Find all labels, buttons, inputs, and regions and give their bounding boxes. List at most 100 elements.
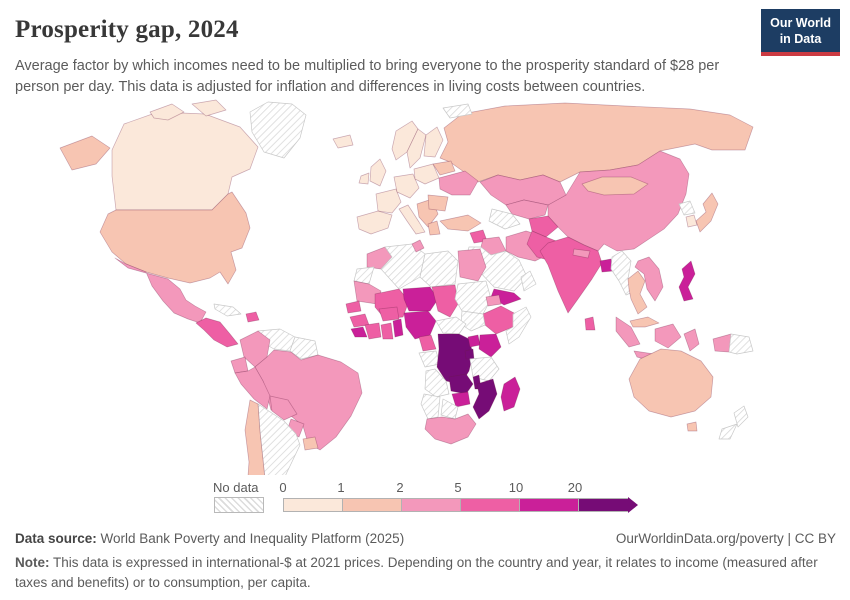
country-south-africa[interactable] <box>424 413 477 445</box>
country-finland[interactable] <box>423 126 444 158</box>
world-map <box>59 99 754 475</box>
legend-bin-5-10[interactable] <box>460 498 520 512</box>
country-afghanistan[interactable] <box>528 215 559 238</box>
country-libya[interactable] <box>419 250 459 288</box>
country-sweden[interactable] <box>406 128 427 169</box>
country-uruguay[interactable] <box>302 436 319 451</box>
country-nepal[interactable] <box>572 248 591 259</box>
legend-bin-2-5[interactable] <box>401 498 461 512</box>
country-cote-divoire[interactable] <box>364 322 382 340</box>
country-australia[interactable] <box>628 348 714 418</box>
country-thailand[interactable] <box>627 270 648 315</box>
country-togo-benin[interactable] <box>392 318 404 338</box>
country-belarus[interactable] <box>432 160 456 176</box>
country-poland[interactable] <box>413 163 440 185</box>
country-alaska[interactable] <box>59 135 111 171</box>
legend-no-data-swatch[interactable] <box>214 497 264 513</box>
country-ukraine[interactable] <box>438 170 479 196</box>
country-zambia[interactable] <box>448 373 474 395</box>
country-egypt[interactable] <box>457 248 487 282</box>
country-sumatra[interactable] <box>615 316 641 348</box>
country-tanzania[interactable] <box>469 356 500 382</box>
country-svalbard[interactable] <box>442 103 473 119</box>
country-papua-new-guinea[interactable] <box>728 333 754 355</box>
owid-logo-line1: Our World <box>770 16 831 30</box>
country-canada-arctic[interactable] <box>191 99 227 117</box>
country-uk[interactable] <box>369 158 387 187</box>
country-canada[interactable] <box>111 111 259 211</box>
country-greenland[interactable] <box>249 101 307 159</box>
country-north-korea[interactable] <box>678 200 696 216</box>
country-chad[interactable] <box>431 284 459 318</box>
country-gabon-congo[interactable] <box>418 350 441 368</box>
country-mongolia[interactable] <box>581 176 649 196</box>
country-oman[interactable] <box>520 270 537 292</box>
country-new-zealand[interactable] <box>718 423 738 440</box>
country-canada-arctic[interactable] <box>149 103 185 121</box>
country-bolivia[interactable] <box>269 395 298 421</box>
country-iceland[interactable] <box>332 134 354 149</box>
country-sri-lanka[interactable] <box>584 316 596 331</box>
country-ireland[interactable] <box>358 172 370 185</box>
country-eritrea[interactable] <box>485 294 502 307</box>
country-cuba[interactable] <box>213 303 242 317</box>
country-turkey[interactable] <box>439 214 482 232</box>
country-vietnam[interactable] <box>634 256 664 302</box>
country-mozambique[interactable] <box>472 378 498 420</box>
country-japan[interactable] <box>695 192 719 233</box>
country-italy[interactable] <box>398 204 426 235</box>
legend-bin-20-plus[interactable] <box>578 498 628 512</box>
country-ecuador[interactable] <box>230 356 249 374</box>
country-india[interactable] <box>539 236 603 314</box>
country-mexico[interactable] <box>114 257 207 324</box>
country-uganda[interactable] <box>467 334 481 348</box>
country-nigeria[interactable] <box>403 310 437 340</box>
country-romania[interactable] <box>427 194 449 212</box>
country-namibia[interactable] <box>420 393 441 420</box>
data-source-label: Data source: <box>15 531 97 546</box>
country-sulawesi[interactable] <box>683 328 700 352</box>
country-central-europe[interactable] <box>393 173 420 199</box>
country-west-papua[interactable] <box>712 333 732 353</box>
owid-logo[interactable]: Our World in Data <box>761 9 840 57</box>
country-tasmania[interactable] <box>686 421 698 432</box>
country-china[interactable] <box>547 150 690 252</box>
country-senegal[interactable] <box>345 300 362 314</box>
owid-url-link[interactable]: OurWorldinData.org/poverty | CC BY <box>615 531 836 546</box>
country-france[interactable] <box>375 188 402 214</box>
country-usa[interactable] <box>99 191 251 285</box>
country-tunisia[interactable] <box>411 239 425 253</box>
country-malaysia[interactable] <box>629 316 660 328</box>
legend-bin-1-2[interactable] <box>342 498 402 512</box>
country-kazakhstan[interactable] <box>479 174 567 206</box>
country-south-korea[interactable] <box>685 214 698 228</box>
legend-bin-10-20[interactable] <box>519 498 579 512</box>
country-iberia[interactable] <box>356 210 393 235</box>
country-new-zealand[interactable] <box>733 405 749 428</box>
legend-tick-10: 10 <box>508 480 524 495</box>
country-zimbabwe[interactable] <box>451 391 471 408</box>
country-sudan[interactable] <box>454 280 492 315</box>
country-kenya[interactable] <box>478 333 502 358</box>
country-borneo[interactable] <box>654 323 682 349</box>
country-greece[interactable] <box>427 220 441 236</box>
country-central-america[interactable] <box>195 317 239 348</box>
country-cameroon[interactable] <box>418 334 437 352</box>
legend-bin-0-1[interactable] <box>283 498 343 512</box>
country-hispaniola[interactable] <box>245 311 260 323</box>
country-somalia[interactable] <box>505 306 532 345</box>
country-chile[interactable] <box>244 399 266 475</box>
chart-subtitle: Average factor by which incomes need to … <box>15 58 720 96</box>
country-ghana[interactable] <box>380 322 394 340</box>
country-rwanda-burundi[interactable] <box>464 348 475 360</box>
country-turkmenistan[interactable] <box>488 208 521 230</box>
country-south-sudan[interactable] <box>460 310 486 332</box>
country-central-african-republic[interactable] <box>435 316 467 335</box>
country-russia[interactable] <box>439 102 754 183</box>
country-niger[interactable] <box>402 286 439 312</box>
country-madagascar[interactable] <box>500 376 521 412</box>
country-guyanas[interactable] <box>289 336 319 360</box>
country-philippines[interactable] <box>678 260 696 302</box>
country-sierra-leone[interactable] <box>350 326 368 338</box>
country-burkina-faso[interactable] <box>378 306 400 322</box>
